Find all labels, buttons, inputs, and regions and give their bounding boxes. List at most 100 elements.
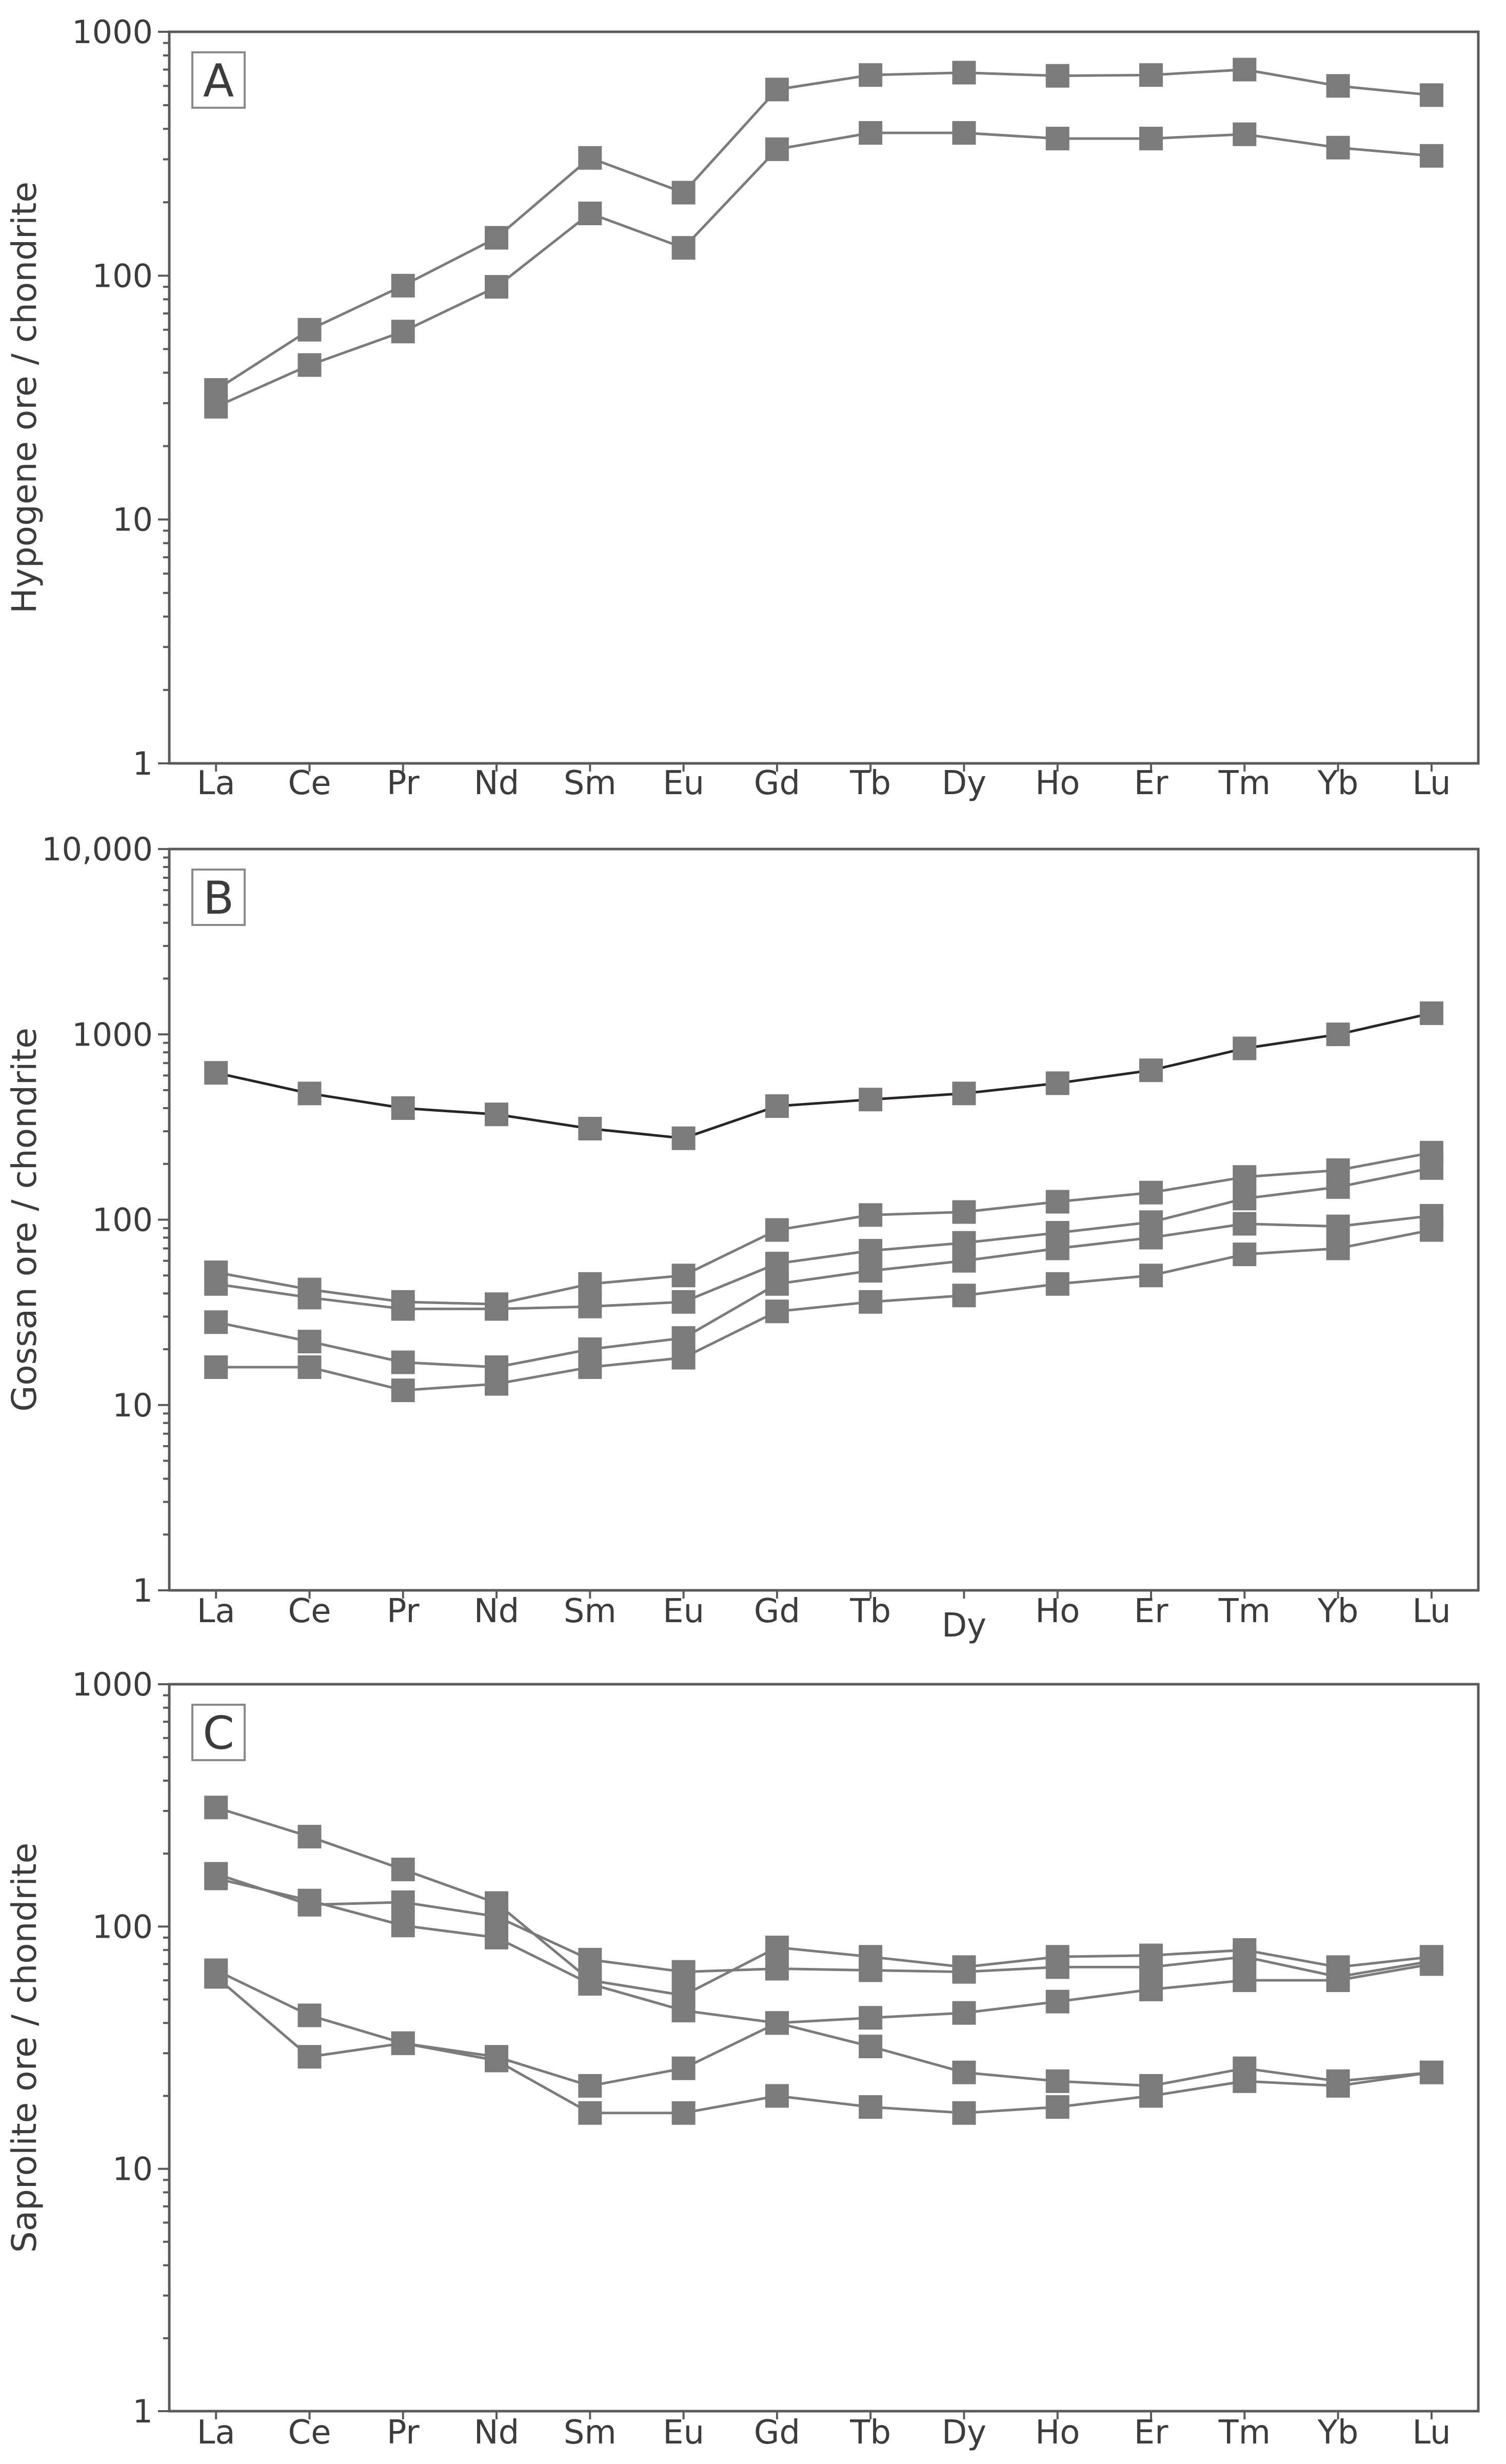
data-point <box>1326 1968 1350 1993</box>
data-point <box>578 146 602 170</box>
data-point <box>1326 74 1350 98</box>
y-tick-label: 100 <box>92 1908 153 1945</box>
data-point <box>952 1249 976 1273</box>
data-point <box>671 1126 696 1150</box>
data-point <box>578 201 602 225</box>
y-axis-label: Gossan ore / chondrite <box>5 1028 44 1412</box>
panel-a: 1 10 100 1000 La Ce Pr Nd Sm Eu Gd Tb Dy Ho Er Tm Yb Lu Hy… <box>5 13 1480 802</box>
data-point <box>671 1999 696 2023</box>
x-tick-label-tm: Tm <box>1218 764 1271 802</box>
data-point <box>1326 1175 1350 1199</box>
series-line <box>215 131 1432 408</box>
data-point <box>1045 1236 1069 1260</box>
data-point <box>859 121 883 145</box>
data-point <box>859 1290 883 1314</box>
data-point <box>1045 1272 1069 1296</box>
y-tick-label: 1 <box>133 1572 153 1609</box>
data-point <box>671 1346 696 1370</box>
data-point <box>1139 63 1163 87</box>
data-point <box>1233 122 1257 146</box>
y-tick-label: 10 <box>112 501 153 539</box>
series-2 <box>204 121 1443 419</box>
y-tick-label: 10,000 <box>42 831 153 868</box>
x-tick-label-ce: Ce <box>288 1592 331 1630</box>
data-point <box>671 2101 696 2125</box>
data-point <box>1139 2084 1163 2108</box>
data-point <box>578 2101 602 2125</box>
data-point <box>859 1239 883 1263</box>
data-point <box>765 137 789 161</box>
data-point <box>1139 1264 1163 1288</box>
data-point <box>204 1866 228 1890</box>
x-tick-label-lu: Lu <box>1412 2414 1451 2452</box>
data-point <box>671 181 696 205</box>
x-tick-label-yb: Yb <box>1317 1592 1359 1630</box>
data-point <box>298 1081 322 1106</box>
data-point <box>485 2048 508 2073</box>
panel-b: 1 10 100 1000 10,000 La Ce Pr Nd Sm Eu Gd Tb Dy Ho Er Tm… <box>5 831 1480 1645</box>
data-point <box>952 2101 976 2125</box>
data-point <box>1233 1212 1257 1236</box>
data-point <box>1326 135 1350 160</box>
x-tick-label-dy: Dy <box>942 764 986 802</box>
data-point <box>298 1286 322 1310</box>
panel-c: 1 10 100 1000 La Ce Pr Nd Sm Eu Gd Tb Dy Ho Er Tm Yb Lu Sa… <box>5 1666 1480 2452</box>
data-point <box>485 275 508 299</box>
panel-label-box <box>191 869 246 926</box>
series-line <box>215 1214 1432 1369</box>
data-point <box>578 1972 602 1996</box>
x-tick-label-dy: Dy <box>942 2414 986 2452</box>
data-point <box>671 2056 696 2080</box>
series-line <box>215 1151 1432 1306</box>
x-tick-label-la: La <box>197 764 235 802</box>
data-point <box>1139 127 1163 151</box>
data-point <box>204 1272 228 1296</box>
data-point <box>391 1890 415 1914</box>
data-point <box>765 1272 789 1296</box>
data-point <box>1326 1022 1350 1047</box>
series-line <box>216 1229 1432 1392</box>
y-tick-label: 100 <box>92 257 153 294</box>
data-point <box>391 273 415 298</box>
x-tick-label-la: La <box>197 2414 235 2452</box>
y-tick-label: 1000 <box>72 1666 153 1703</box>
data-point <box>1419 1156 1443 1180</box>
data-point <box>298 1330 322 1354</box>
data-point <box>671 1290 696 1314</box>
data-point <box>765 1957 789 1981</box>
data-point <box>1045 2069 1069 2093</box>
data-point <box>952 2001 976 2025</box>
data-point <box>1233 1968 1257 1993</box>
series-5 <box>204 1965 1443 2125</box>
data-point <box>1139 1977 1163 2001</box>
data-point <box>952 121 976 145</box>
data-point <box>859 1088 883 1112</box>
data-point <box>298 2003 322 2027</box>
x-tick-label-gd: Gd <box>754 764 800 802</box>
x-tick-label-ho: Ho <box>1035 1592 1080 1630</box>
data-point <box>204 1355 228 1379</box>
data-point <box>765 77 789 102</box>
data-point <box>765 2011 789 2035</box>
x-tick-label-tm: Tm <box>1218 1592 1271 1630</box>
data-point <box>1233 1165 1257 1189</box>
data-point <box>1139 1955 1163 1979</box>
panel-label: B <box>203 872 234 924</box>
data-point <box>391 1350 415 1374</box>
x-tick-label-tb: Tb <box>849 2414 891 2452</box>
series-line <box>215 1872 1432 1978</box>
x-tick-label-eu: Eu <box>663 2414 704 2452</box>
x-tick-label-er: Er <box>1134 2414 1168 2452</box>
data-point <box>952 1200 976 1224</box>
data-point <box>1419 1001 1443 1026</box>
data-point <box>952 61 976 85</box>
x-tick-label-sm: Sm <box>564 2414 617 2452</box>
x-tick-label-la: La <box>197 1592 235 1630</box>
data-point <box>1139 1226 1163 1250</box>
x-tick-label-nd: Nd <box>474 1592 520 1630</box>
data-point <box>391 1858 415 1882</box>
data-point <box>485 1904 508 1928</box>
y-axis-label: Saprolite ore / chondrite <box>5 1843 44 2253</box>
